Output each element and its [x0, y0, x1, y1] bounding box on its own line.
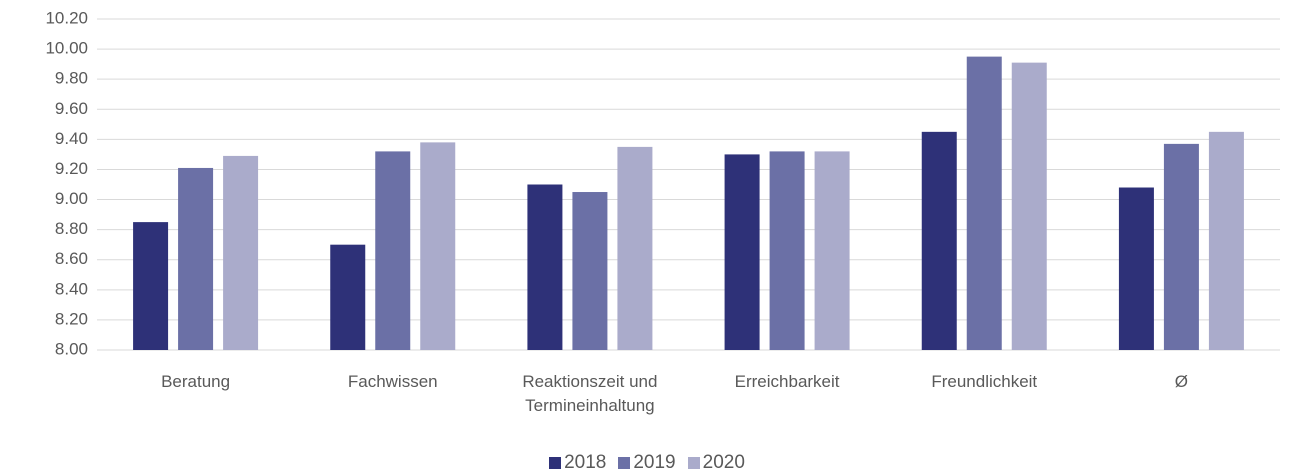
legend-label: 2020 [702, 452, 745, 473]
bar [223, 155, 259, 350]
bar [966, 56, 1002, 350]
bar [814, 151, 850, 350]
bar [1011, 62, 1047, 351]
y-tick-label: 8.60 [55, 249, 88, 268]
bar [375, 151, 411, 350]
bar [724, 154, 760, 350]
y-tick-label: 10.20 [45, 8, 88, 27]
x-tick-label: Freundlichkeit [931, 372, 1038, 391]
y-tick-label: 8.00 [55, 339, 88, 358]
x-tick-label: Beratung [161, 372, 231, 391]
x-tick-label: Erreichbarkeit [734, 372, 840, 391]
y-tick-label: 8.80 [55, 219, 88, 238]
bar [420, 142, 456, 350]
bar [178, 167, 214, 350]
legend-swatch [549, 457, 562, 469]
y-tick-label: 9.00 [55, 189, 88, 208]
x-tick-label: Reaktionszeit und Termineinhaltung [522, 372, 658, 415]
chart: 8.00 8.20 8.40 8.60 8.80 9.00 9.20 9.40 9.60 9.80… [45, 8, 1280, 358]
x-tick-label: Fachwissen [347, 372, 438, 391]
bar [1208, 131, 1244, 350]
bar [921, 131, 957, 350]
bar [617, 146, 653, 350]
legend: 2018 2019 2020 [0, 452, 1294, 474]
bar [572, 192, 608, 350]
bar [1118, 187, 1154, 350]
y-tick-label: 8.40 [55, 279, 88, 298]
bar [133, 222, 169, 350]
legend-item: 2018 [549, 452, 606, 474]
y-tick-label: 9.20 [55, 159, 88, 178]
y-tick-label: 9.40 [55, 129, 88, 148]
legend-swatch [618, 457, 631, 469]
legend-swatch [687, 457, 700, 469]
legend-item: 2019 [618, 452, 676, 474]
y-tick-label: 9.60 [55, 99, 88, 118]
bar [527, 184, 563, 350]
legend-label: 2018 [564, 452, 607, 473]
legend-label: 2019 [633, 452, 676, 473]
y-tick-label: 10.00 [45, 39, 88, 58]
y-tick-label: 8.20 [55, 309, 88, 328]
bar [1163, 143, 1199, 350]
y-tick-label: 9.80 [55, 69, 88, 88]
bar [330, 244, 366, 350]
legend-item: 2020 [687, 452, 745, 474]
bar [769, 151, 805, 350]
x-tick-label: Ø [1174, 372, 1189, 391]
